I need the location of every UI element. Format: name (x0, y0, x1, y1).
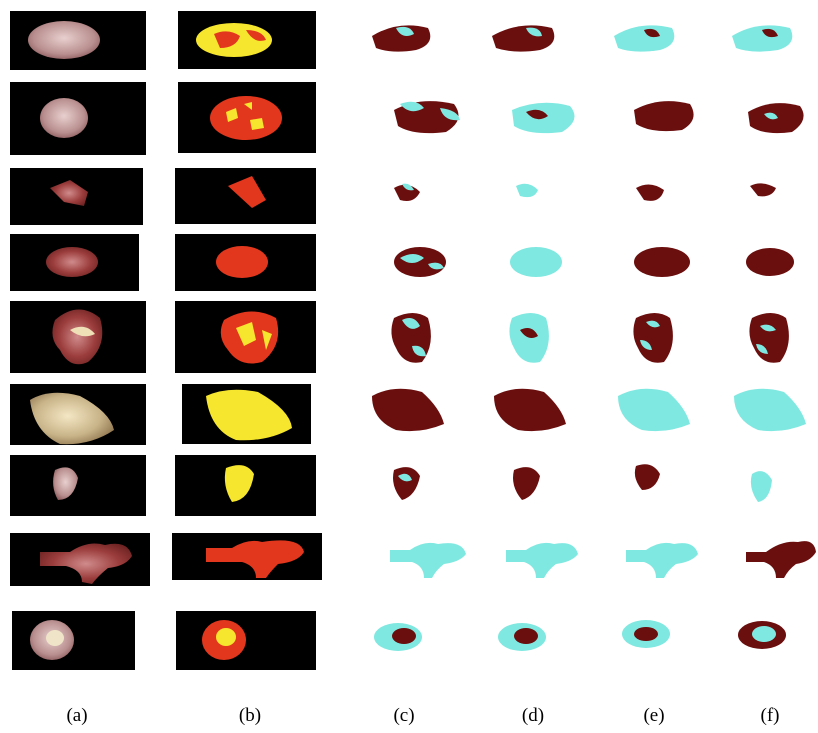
class-c4 (394, 247, 446, 277)
mask-b2-yellow (226, 102, 264, 130)
class-e5 (633, 313, 673, 363)
class-d4 (510, 247, 562, 277)
specimen-a4 (46, 247, 98, 277)
class-e4 (634, 247, 690, 277)
specimen-a5 (52, 309, 103, 365)
class-c5-cyan (402, 318, 426, 357)
class-c3 (394, 184, 420, 201)
class-d7 (513, 467, 540, 500)
class-d2-maroon (526, 109, 548, 120)
class-f2-cyan (764, 112, 778, 120)
specimen-a9-core (46, 630, 64, 646)
caption-b: (b) (238, 705, 262, 726)
class-e9-maroon (634, 627, 658, 641)
specimen-a1 (28, 21, 100, 59)
mask-b4 (216, 246, 268, 278)
class-c6 (372, 388, 444, 432)
class-e7 (634, 464, 660, 490)
specimen-a2 (40, 98, 88, 138)
class-e6 (618, 388, 690, 432)
specimen-a6 (30, 392, 114, 445)
class-e1-maroon (644, 28, 660, 38)
class-c4-cyan (400, 254, 444, 270)
caption-e: (e) (643, 705, 665, 726)
mask-b1-red (214, 30, 266, 48)
caption-f: (f) (760, 705, 780, 726)
mask-b6 (206, 389, 292, 441)
class-d5 (509, 313, 549, 363)
class-c8 (390, 542, 466, 578)
class-f6 (734, 388, 806, 432)
class-d1 (492, 25, 555, 52)
class-f1-maroon (762, 28, 778, 38)
mask-b8 (206, 540, 304, 578)
specimen-a3 (50, 180, 88, 206)
class-c2-cyan (400, 101, 460, 121)
class-c7 (393, 467, 420, 500)
mask-b3 (228, 176, 266, 208)
class-c1 (372, 25, 431, 52)
mask-b2 (210, 96, 282, 140)
class-d3 (516, 183, 538, 198)
class-d9-maroon (514, 628, 538, 644)
class-f1 (732, 25, 793, 52)
mask-b9-yellow (216, 628, 236, 646)
caption-d: (d) (521, 705, 545, 726)
specimen-a5-fat (70, 326, 95, 337)
class-d5-maroon (520, 328, 538, 338)
class-f4 (746, 248, 794, 276)
caption-c: (c) (393, 705, 415, 726)
class-e3 (636, 184, 664, 201)
class-f9-cyan (752, 626, 776, 642)
class-d6 (494, 388, 566, 432)
class-e8 (626, 542, 698, 578)
photo-row-7 (10, 455, 146, 516)
mask-b7 (224, 465, 254, 502)
class-c9-maroon (392, 628, 416, 644)
class-f8 (746, 541, 816, 578)
class-d1-cyan (526, 27, 542, 37)
class-f7 (750, 471, 772, 502)
specimen-a7 (53, 467, 78, 500)
class-f3 (750, 183, 776, 197)
class-e5-cyan (640, 320, 660, 350)
mask-row-9 (176, 611, 316, 670)
class-d8 (506, 542, 578, 578)
mask-b5-yellow (236, 322, 272, 350)
class-c3-cyan (402, 183, 414, 191)
class-e2 (634, 101, 694, 132)
specimen-a8 (40, 543, 132, 584)
class-f5-cyan (756, 324, 776, 354)
class-c1-cyan (396, 26, 414, 36)
class-e1 (614, 25, 675, 52)
class-f5 (749, 313, 789, 363)
class-c7-cyan (398, 473, 412, 482)
caption-a: (a) (66, 705, 88, 726)
